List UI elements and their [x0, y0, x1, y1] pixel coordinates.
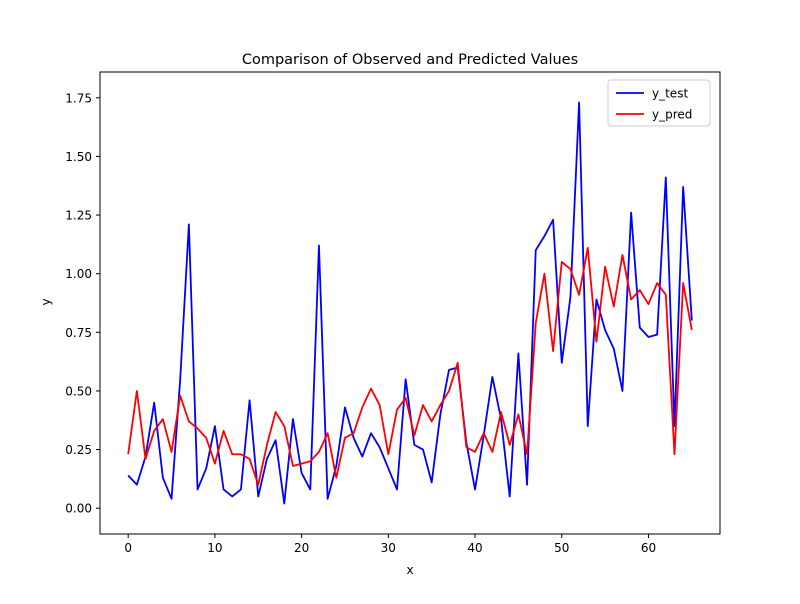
y-tick-label: 1.00	[65, 267, 92, 281]
x-tick-label: 30	[381, 541, 396, 555]
x-tick-label: 0	[124, 541, 132, 555]
legend-label-y-pred: y_pred	[652, 108, 692, 122]
legend: y_test y_pred	[607, 79, 711, 127]
plot-series	[127, 101, 693, 505]
y-tick-label: 0.50	[65, 384, 92, 398]
y-tick-label: 0.75	[65, 326, 92, 340]
series-line-y-test	[127, 101, 693, 505]
x-tick-label: 60	[641, 541, 656, 555]
y-axis-label: y	[39, 298, 53, 305]
axes: 0 10 20 30 40 50 60 0.00 0.25 0.50 0.75 1.00 1.25 1.5…	[65, 71, 721, 555]
y-tick-label: 0.25	[65, 443, 92, 457]
y-tick-label: 1.75	[65, 91, 92, 105]
series-line-y-pred	[127, 246, 693, 486]
y-tick-label: 1.25	[65, 209, 92, 223]
x-tick-label: 40	[467, 541, 482, 555]
x-tick-label: 20	[294, 541, 309, 555]
chart-title: Comparison of Observed and Predicted Val…	[242, 52, 578, 68]
x-axis-label: x	[406, 563, 413, 577]
legend-label-y-test: y_test	[652, 87, 688, 101]
y-tick-label: 1.50	[65, 150, 92, 164]
x-tick-label: 50	[554, 541, 569, 555]
plot-area-frame	[99, 71, 721, 535]
x-tick-label: 10	[207, 541, 222, 555]
y-tick-label: 0.00	[65, 502, 92, 516]
